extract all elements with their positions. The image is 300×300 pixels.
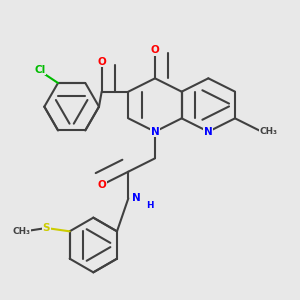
Text: Cl: Cl <box>34 65 45 75</box>
Text: N: N <box>204 127 213 137</box>
Text: H: H <box>146 200 154 209</box>
Text: O: O <box>97 180 106 190</box>
Text: CH₃: CH₃ <box>12 227 30 236</box>
Text: O: O <box>151 45 159 55</box>
Text: CH₃: CH₃ <box>259 127 277 136</box>
Text: S: S <box>43 223 50 233</box>
Text: N: N <box>132 193 141 203</box>
Text: O: O <box>97 57 106 67</box>
Text: N: N <box>151 127 159 137</box>
